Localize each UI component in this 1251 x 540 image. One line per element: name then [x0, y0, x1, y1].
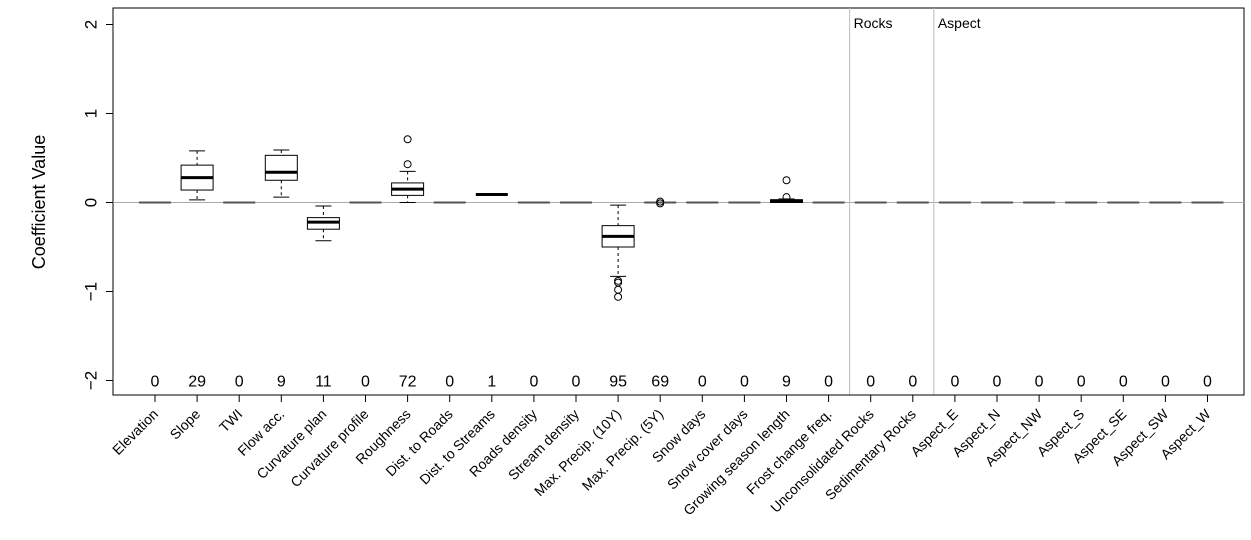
box-3 [264, 149, 298, 198]
count-label-24: 0 [1161, 374, 1170, 391]
count-label-5: 0 [361, 374, 370, 391]
box-12 [644, 197, 677, 208]
count-label-21: 0 [1035, 374, 1044, 391]
y-tick-label-3: 1 [81, 109, 100, 118]
group-label-0: Rocks [854, 15, 893, 31]
group-divider-layer [849, 8, 935, 395]
count-label-13: 0 [698, 374, 707, 391]
count-label-19: 0 [950, 374, 959, 391]
y-tick-label-4: 2 [81, 20, 100, 29]
box-layer [139, 135, 1224, 301]
count-label-10: 0 [572, 374, 581, 391]
count-label-20: 0 [993, 374, 1002, 391]
count-label-7: 0 [445, 374, 454, 391]
box-15 [770, 176, 803, 204]
box-1 [180, 150, 214, 201]
x-tick-label-0: Elevation [109, 406, 161, 458]
count-label-3: 9 [277, 374, 286, 391]
y-tick-label-0: −2 [81, 371, 100, 390]
count-label-15: 9 [782, 374, 791, 391]
y-tick-label-1: −1 [81, 282, 100, 301]
count-label-8: 1 [487, 374, 496, 391]
x-tick-label-8: Dist. to Streams [416, 406, 498, 488]
box-4 [306, 205, 340, 242]
count-label-1: 29 [188, 374, 206, 391]
box-11 [601, 204, 635, 301]
box-outlier-15-0 [782, 193, 791, 202]
count-label-23: 0 [1119, 374, 1128, 391]
count-label-14: 0 [740, 374, 749, 391]
count-label-6: 72 [399, 374, 417, 391]
box-outlier-11-3 [614, 292, 623, 301]
box-outlier-12-1 [656, 199, 665, 208]
y-axis-title: Coefficient Value [29, 135, 49, 269]
count-label-4: 11 [315, 374, 332, 391]
group-labels: Rocks Aspect [854, 15, 981, 31]
box-6 [391, 135, 425, 203]
x-tick-label-1: Slope [167, 406, 204, 443]
count-label-11: 95 [609, 374, 627, 391]
count-label-25: 0 [1203, 374, 1212, 391]
box-outlier-6-1 [403, 135, 412, 144]
group-label-1: Aspect [938, 15, 981, 31]
count-labels: 0 29 0 9 11 0 72 0 1 0 0 95 69 0 0 9 0 0 0 0 0 0 0 0 0 0 [151, 374, 1213, 391]
count-label-12: 69 [651, 374, 669, 391]
count-label-9: 0 [529, 374, 538, 391]
x-tick-label-2: TWI [216, 406, 245, 435]
box-outlier-6-0 [403, 160, 412, 169]
y-tick-label-2: 0 [81, 198, 100, 207]
count-label-0: 0 [151, 374, 160, 391]
count-label-16: 0 [824, 374, 833, 391]
box-outlier-11-2 [614, 285, 623, 294]
count-label-2: 0 [235, 374, 244, 391]
count-label-18: 0 [908, 374, 917, 391]
box-body-3 [264, 154, 298, 181]
count-label-22: 0 [1077, 374, 1086, 391]
count-label-17: 0 [866, 374, 875, 391]
y-axis: −2 −1 0 1 2 [81, 20, 113, 390]
box-outlier-15-1 [782, 176, 791, 185]
